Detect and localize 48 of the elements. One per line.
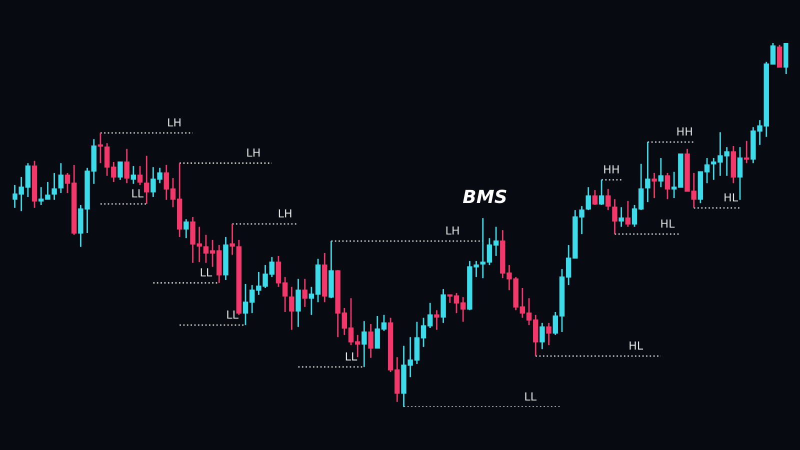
series-label: HL [630, 341, 644, 350]
series-label: HL [661, 220, 675, 228]
candlestick [618, 206, 624, 228]
series-label: LH [247, 148, 260, 157]
candlestick [289, 286, 294, 331]
candlestick [598, 179, 604, 206]
candlestick [98, 132, 104, 164]
candlestick [230, 223, 235, 256]
series-label: LL [132, 189, 144, 198]
candlestick [540, 322, 545, 350]
series-label: LH [446, 226, 459, 235]
series-label: LL [346, 352, 358, 360]
series-label: LH [168, 118, 180, 126]
candlestick [664, 172, 670, 200]
candlestick [737, 146, 743, 201]
series-label: HL [724, 193, 738, 202]
candlestick [592, 189, 598, 206]
candlestick [362, 320, 367, 368]
candlestick [52, 172, 57, 201]
series-label: HH [604, 165, 619, 174]
candlestick [184, 218, 189, 239]
candlestick [130, 165, 136, 185]
candlestick [144, 155, 150, 205]
candlestick [546, 322, 552, 346]
candlestick [124, 148, 130, 184]
series-label: LL [227, 310, 238, 319]
candlestick [606, 188, 611, 211]
candlestick [440, 288, 446, 324]
candlestick [612, 198, 618, 235]
candlestick [586, 186, 591, 211]
candlestick [625, 200, 631, 228]
annotation: BMS [462, 190, 506, 204]
candlestick [658, 157, 664, 188]
candlestick [434, 309, 440, 331]
candlestick [776, 44, 782, 68]
candlestick [118, 161, 123, 181]
candlestick [58, 162, 64, 194]
series-label: LL [200, 268, 212, 276]
series-label: HH [677, 127, 692, 136]
candlestick [744, 140, 750, 164]
candlestick [296, 278, 301, 328]
series-label: LH [278, 209, 292, 218]
candlestick [302, 278, 308, 308]
candlestick [652, 172, 657, 199]
candlestick [645, 141, 650, 203]
candlestick [137, 165, 143, 186]
series-label: LL [525, 392, 536, 401]
candlestick [368, 323, 374, 359]
